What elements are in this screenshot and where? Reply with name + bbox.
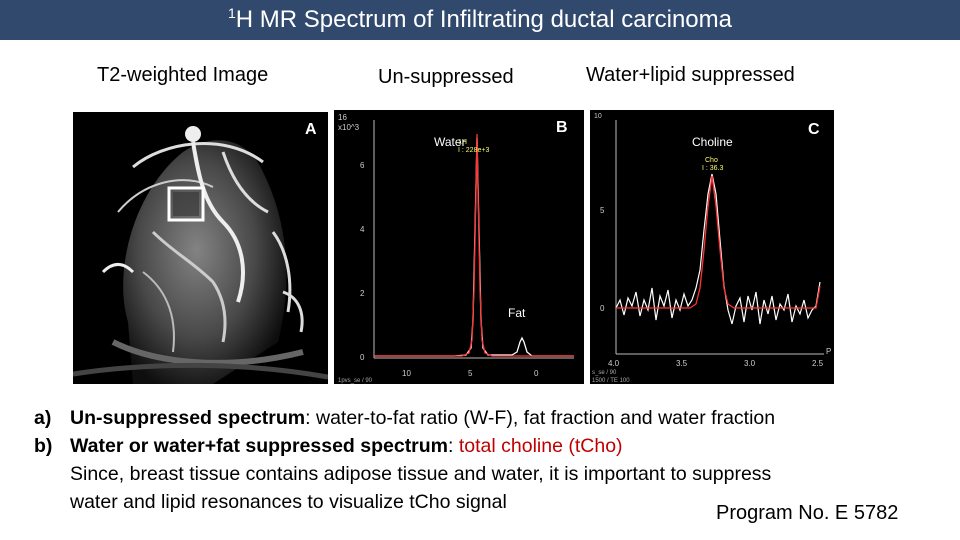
panel-b-fit-line (374, 133, 574, 357)
panel-b-x-tick: 5 (468, 369, 473, 378)
unsuppressed-spectrum-panel: 16 x10^3 6 4 2 0 10 5 0 1H I : 228e+3 Wa… (334, 110, 584, 384)
bullet-b-highlight: total choline (tCho) (458, 435, 623, 457)
program-number: Program No. E 5782 (716, 502, 899, 524)
water-peak-label: Water (434, 135, 466, 149)
panel-b-y-tick: 4 (360, 225, 365, 234)
panel-b-scale-top: 16 (338, 113, 347, 122)
bullet-a: a) Un-suppressed spectrum: water-to-fat r… (34, 404, 775, 432)
panel-c-x-tick: 3.0 (744, 359, 756, 368)
fat-peak-label: Fat (508, 306, 526, 320)
bullet-b: b) Water or water+fat suppressed spectrum… (34, 432, 775, 460)
panel-c-y-tick: 5 (600, 206, 605, 215)
bullet-a-text: : water-to-fat ratio (W-F), fat fraction… (305, 407, 776, 429)
panel-c-footer-1: s_se / 90 (592, 370, 617, 376)
choline-peak-label: Choline (692, 135, 733, 149)
voxel-box (167, 186, 205, 222)
panel-c-y-tick: 0 (600, 304, 605, 313)
caption-unsuppressed: Un-suppressed (378, 66, 514, 88)
bullet-b-label: b) (34, 435, 53, 457)
panel-b-x-ticks: 10 5 0 (402, 369, 539, 378)
bullet-note-line-2: water and lipid resonances to visualize … (70, 491, 507, 513)
panel-b-scale-exp: x10^3 (338, 123, 360, 132)
bullet-b-sep: : (448, 435, 459, 457)
panel-b-x-tick: 10 (402, 369, 411, 378)
panel-b-x-tick: 0 (534, 369, 539, 378)
panel-b-y-tick: 2 (360, 289, 365, 298)
panel-c-peak-id: Cho (705, 157, 718, 164)
panel-b-peak-value: I : 228e+3 (458, 147, 489, 154)
title-text: H MR Spectrum of Infiltrating ductal car… (235, 6, 732, 33)
bullet-list: a) Un-suppressed spectrum: water-to-fat r… (34, 404, 775, 516)
panel-b-y-tick: 0 (360, 353, 365, 362)
t2-weighted-image: A (73, 112, 328, 384)
panel-c-peak-value: I : 36.3 (702, 165, 724, 172)
panel-b-footer: 1pvs_se / 90 (338, 378, 373, 384)
bullet-note-line-1: Since, breast tissue contains adipose ti… (70, 463, 772, 485)
panel-c-y-ticks: 5 0 (600, 206, 605, 313)
panel-c-scale-top: 10 (594, 113, 602, 120)
panel-b-y-ticks: 6 4 2 0 (360, 161, 365, 362)
caption-suppressed: Water+lipid suppressed (586, 64, 795, 86)
bullet-a-bold: Un-suppressed spectrum (70, 407, 306, 429)
bullet-b-bold: Water or water+fat suppressed spectrum (70, 435, 449, 457)
panel-c-x-ticks: 4.0 3.5 3.0 2.5 (608, 359, 824, 368)
panel-b-letter: B (556, 119, 568, 136)
panel-b-peak-id: 1H (458, 139, 467, 146)
bullet-a-label: a) (34, 407, 52, 429)
slide-title: 1H MR Spectrum of Infiltrating ductal ca… (0, 0, 960, 40)
t2-weighted-image-panel: A (73, 112, 328, 384)
panel-c-letter: C (808, 121, 820, 138)
unsuppressed-spectrum: 16 x10^3 6 4 2 0 10 5 0 1H I : 228e+3 Wa… (334, 110, 584, 384)
panel-c-x-tick: 3.5 (676, 359, 688, 368)
panel-c-x-tick: 4.0 (608, 359, 620, 368)
caption-t2-weighted: T2-weighted Image (97, 64, 269, 86)
panel-c-footer-2: 1500 / TE 100 (592, 378, 630, 384)
panel-c-axis-unit: P (826, 347, 831, 356)
title-superscript: 1 (228, 5, 236, 21)
panel-b-y-tick: 6 (360, 161, 365, 170)
suppressed-spectrum: 10 5 0 4.0 3.5 3.0 2.5 P Choline Cho I :… (590, 110, 834, 384)
panel-a-letter: A (305, 121, 317, 138)
suppressed-spectrum-panel: 10 5 0 4.0 3.5 3.0 2.5 P Choline Cho I :… (590, 110, 834, 384)
panel-c-x-tick: 2.5 (812, 359, 824, 368)
panel-c-fit-line (616, 175, 821, 309)
